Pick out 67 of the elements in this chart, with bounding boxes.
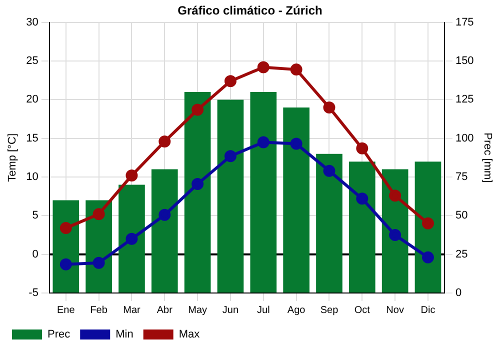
point xyxy=(257,136,270,148)
y-axis-title: Temp [°C] xyxy=(6,133,19,182)
point xyxy=(422,251,434,264)
bar xyxy=(217,100,244,292)
bar xyxy=(316,154,342,292)
point xyxy=(389,190,402,202)
point xyxy=(60,222,72,234)
point xyxy=(192,104,204,116)
point xyxy=(224,150,236,162)
x-tick-label: Oct xyxy=(354,304,370,316)
x-tick-label: May xyxy=(188,304,208,316)
point xyxy=(323,101,336,114)
point xyxy=(290,138,302,150)
bar xyxy=(151,169,178,292)
point xyxy=(323,164,336,177)
bar xyxy=(283,107,310,292)
y-tick-label: 25 xyxy=(26,55,38,68)
x-tick-label: Dic xyxy=(420,304,436,316)
y-tick-label: 15 xyxy=(26,132,38,144)
y2-tick-label: 150 xyxy=(455,55,474,68)
point xyxy=(60,258,72,270)
bar xyxy=(118,184,145,292)
x-tick-label: Abr xyxy=(156,304,174,316)
bar xyxy=(250,92,277,292)
point xyxy=(92,208,105,220)
y-tick-label: -5 xyxy=(28,287,38,300)
y2-tick-label: 0 xyxy=(455,287,462,300)
bar xyxy=(348,162,376,292)
point xyxy=(356,192,368,205)
chart-title: Gráfico climático - Zúrich xyxy=(178,4,322,18)
point xyxy=(290,64,302,76)
point xyxy=(257,61,270,74)
y2-tick-label: 75 xyxy=(455,171,468,184)
x-tick-label: Mar xyxy=(123,304,142,316)
point xyxy=(192,178,204,190)
x-tick-label: Nov xyxy=(386,304,404,316)
y2-tick-label: 50 xyxy=(455,210,468,222)
point xyxy=(92,256,105,269)
y-tick-label: 10 xyxy=(26,171,38,184)
point xyxy=(389,229,402,242)
y-tick-label: 0 xyxy=(32,248,38,260)
y-tick-label: 20 xyxy=(26,94,38,106)
point xyxy=(422,217,434,230)
point xyxy=(224,75,236,88)
bar xyxy=(184,92,211,292)
point xyxy=(158,208,171,221)
x-tick-label: Sep xyxy=(320,304,339,316)
y2-tick-label: 125 xyxy=(455,94,474,106)
point xyxy=(126,232,138,245)
y-tick-label: 5 xyxy=(32,210,38,222)
x-tick-label: Ene xyxy=(56,304,76,316)
y2-tick-label: 25 xyxy=(455,248,468,260)
x-tick-label: Feb xyxy=(90,304,108,316)
legend-label: Min xyxy=(116,328,134,341)
y2-tick-label: 100 xyxy=(455,132,474,144)
point xyxy=(126,169,138,182)
y-tick-label: 30 xyxy=(26,16,38,28)
x-tick-label: Jun xyxy=(222,304,239,316)
x-tick-label: Jul xyxy=(257,304,270,316)
legend-label: Prec xyxy=(48,328,71,341)
legend-label: Max xyxy=(178,328,200,341)
bar xyxy=(414,162,442,292)
y2-tick-label: 175 xyxy=(455,16,474,28)
point xyxy=(356,142,368,154)
y2-axis-title: Prec [mm] xyxy=(481,132,494,183)
point xyxy=(158,135,171,148)
x-tick-label: Ago xyxy=(287,304,306,316)
